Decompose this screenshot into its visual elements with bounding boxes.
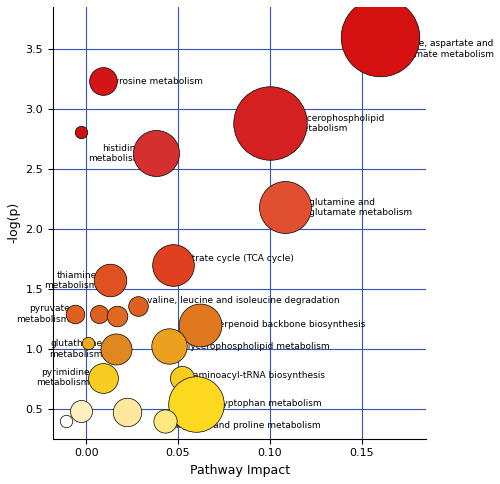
Text: histidine
metabolism: histidine metabolism	[88, 144, 142, 163]
Point	[76, 408, 84, 415]
Point	[114, 313, 122, 320]
Point	[266, 120, 274, 127]
Point	[134, 302, 141, 309]
Point	[76, 128, 84, 136]
Text: pyruvate
metabolism: pyruvate metabolism	[16, 304, 74, 324]
Text: glutathione
metabolism: glutathione metabolism	[50, 339, 102, 359]
Text: citrate cycle (TCA cycle): citrate cycle (TCA cycle)	[184, 255, 294, 263]
Point	[112, 345, 120, 353]
X-axis label: Pathway Impact: Pathway Impact	[190, 464, 290, 477]
Point	[165, 343, 173, 350]
Point	[98, 77, 106, 85]
Text: alanine, aspartate and
glutamate metabolism: alanine, aspartate and glutamate metabol…	[392, 39, 494, 59]
Text: tyrosine metabolism: tyrosine metabolism	[110, 77, 203, 86]
Point	[71, 310, 79, 318]
Text: valine, leucine and isoleucine degradation: valine, leucine and isoleucine degradati…	[141, 296, 340, 307]
Text: arginine and proline metabolism: arginine and proline metabolism	[166, 419, 320, 430]
Point	[152, 150, 160, 157]
Text: glycerophospholipid metabolism: glycerophospholipid metabolism	[182, 342, 330, 351]
Text: glycerophospholipid
metabolism: glycerophospholipid metabolism	[294, 114, 386, 133]
Text: tryptophan metabolism: tryptophan metabolism	[215, 399, 322, 408]
Text: thiamine
metabolism: thiamine metabolism	[44, 271, 97, 290]
Point	[178, 374, 186, 381]
Text: aminoacyl-tRNA biosynthesis: aminoacyl-tRNA biosynthesis	[192, 371, 324, 380]
Point	[98, 374, 106, 381]
Text: D-glutamine and
D-glutamate metabolism: D-glutamine and D-glutamate metabolism	[300, 197, 412, 217]
Point	[62, 417, 70, 424]
Point	[84, 339, 92, 347]
Text: pyrimidine
metabolism: pyrimidine metabolism	[36, 368, 90, 387]
Point	[196, 321, 204, 329]
Point	[161, 417, 169, 424]
Point	[122, 408, 130, 416]
Point	[106, 276, 114, 284]
Text: terpenoid backbone biosynthesis: terpenoid backbone biosynthesis	[215, 320, 365, 329]
Point	[192, 400, 200, 408]
Y-axis label: -log(p): -log(p)	[7, 202, 20, 243]
Point	[280, 203, 288, 211]
Point	[168, 261, 176, 269]
Point	[376, 33, 384, 41]
Point	[95, 310, 103, 318]
